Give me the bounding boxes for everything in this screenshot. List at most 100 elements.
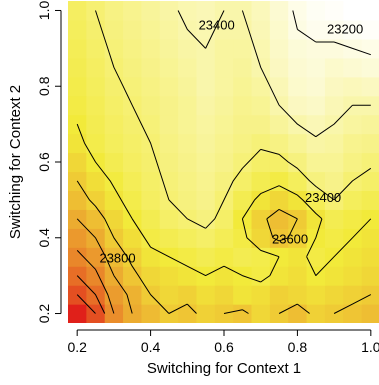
heatmap-cell — [251, 19, 271, 40]
heatmap-cell — [324, 171, 344, 192]
heatmap-cell — [306, 152, 326, 173]
heatmap-cell — [104, 133, 124, 154]
heatmap-cell — [324, 285, 344, 305]
heatmap-cell — [288, 266, 308, 286]
heatmap-cell — [269, 1, 289, 21]
heatmap-cell — [251, 266, 271, 286]
heatmap-cell — [141, 38, 161, 59]
heatmap-cell — [288, 1, 308, 21]
heatmap-cell — [86, 114, 106, 135]
heatmap-cell — [141, 114, 161, 135]
heatmap-cell — [306, 114, 326, 135]
heatmap-cell — [269, 285, 289, 305]
contour-line-23600 — [76, 180, 372, 314]
heatmap-cell — [123, 228, 143, 248]
contour-label: 23400 — [305, 190, 341, 205]
heatmap-cell — [233, 114, 253, 135]
contour-label: 23600 — [272, 232, 308, 247]
heatmap-cell — [141, 190, 161, 210]
x-tick-label: 0.4 — [141, 339, 161, 355]
heatmap-cell — [104, 95, 124, 116]
heatmap-cell — [141, 19, 161, 40]
contour-label: 23800 — [99, 251, 135, 266]
heatmap-cell — [288, 247, 308, 267]
y-tick-label: 0.8 — [36, 76, 52, 96]
heatmap-cell — [306, 285, 326, 305]
heatmap-cell — [68, 57, 87, 78]
heatmap-cell — [233, 95, 253, 116]
heatmap-cell — [141, 152, 161, 173]
x-tick-label: 0.6 — [214, 339, 234, 355]
heatmap-cell — [123, 171, 143, 192]
heatmap-cell — [123, 266, 143, 286]
heatmap-cell — [288, 304, 308, 323]
heatmap-cell — [251, 152, 271, 173]
heatmap-cell — [269, 171, 289, 192]
heatmap-cell — [361, 133, 379, 154]
contour-line-23700 — [76, 218, 133, 314]
heatmap-cell — [269, 76, 289, 97]
heatmap-cell — [196, 133, 216, 154]
heatmap-cell — [233, 133, 253, 154]
heatmap-cell — [343, 266, 363, 286]
heatmap-cell — [86, 76, 106, 97]
heatmap-cell — [68, 19, 87, 40]
heatmap-cell — [233, 38, 253, 59]
heatmap-cell — [159, 38, 179, 59]
heatmap-cell — [104, 19, 124, 40]
heatmap-cell — [104, 209, 124, 229]
heatmap-cell — [214, 19, 234, 40]
heatmap-cell — [214, 152, 234, 173]
heatmap-cell — [251, 209, 271, 229]
x-tick-label: 0.2 — [67, 339, 87, 355]
heatmap-cell — [104, 171, 124, 192]
heatmap-cell — [104, 76, 124, 97]
heatmap-cell — [269, 190, 289, 210]
heatmap-cell — [178, 171, 198, 192]
heatmap-cell — [233, 285, 253, 305]
heatmap-cell — [104, 304, 124, 323]
heatmap-cell — [233, 228, 253, 248]
heatmap-cell — [159, 133, 179, 154]
heatmap-cell — [251, 190, 271, 210]
heatmap-cell — [196, 171, 216, 192]
heatmap-cell — [269, 152, 289, 173]
heatmap-cell — [196, 114, 216, 135]
heatmap-cell — [68, 38, 87, 59]
heatmap-cell — [251, 171, 271, 192]
heatmap-cell — [178, 95, 198, 116]
heatmap-cell — [324, 152, 344, 173]
x-tick-label: 0.8 — [288, 339, 308, 355]
heatmap-cell — [68, 190, 87, 210]
heatmap-cell — [269, 209, 289, 229]
heatmap-cell — [104, 152, 124, 173]
heatmap-cell — [196, 76, 216, 97]
heatmap-cell — [86, 133, 106, 154]
contour-labels: 23400 23200 23400 23600 23800 — [99, 18, 363, 266]
heatmap-cell — [233, 19, 253, 40]
heatmap-cell — [288, 228, 308, 248]
heatmap-cell — [361, 247, 379, 267]
heatmap-cell — [233, 190, 253, 210]
heatmap-cell — [324, 57, 344, 78]
heatmap-cell — [159, 57, 179, 78]
heatmap-cell — [288, 57, 308, 78]
heatmap-cell — [251, 95, 271, 116]
heatmap-cell — [68, 95, 87, 116]
heatmap-cell — [361, 304, 379, 323]
heatmap-cell — [306, 304, 326, 323]
contour-label: 23200 — [327, 21, 363, 36]
heatmap-cell — [178, 285, 198, 305]
heatmap-cell — [306, 19, 326, 40]
heatmap-cell — [214, 95, 234, 116]
contour-line-23500 — [76, 123, 372, 283]
heatmap-cell — [178, 228, 198, 248]
heatmap-cell — [123, 247, 143, 267]
heatmap-cell — [306, 209, 326, 229]
heatmap-cell — [141, 171, 161, 192]
heatmap-cell — [343, 57, 363, 78]
heatmap-cell — [159, 209, 179, 229]
heatmap-cell — [159, 152, 179, 173]
heatmap-cell — [178, 38, 198, 59]
heatmap-cell — [343, 1, 363, 21]
